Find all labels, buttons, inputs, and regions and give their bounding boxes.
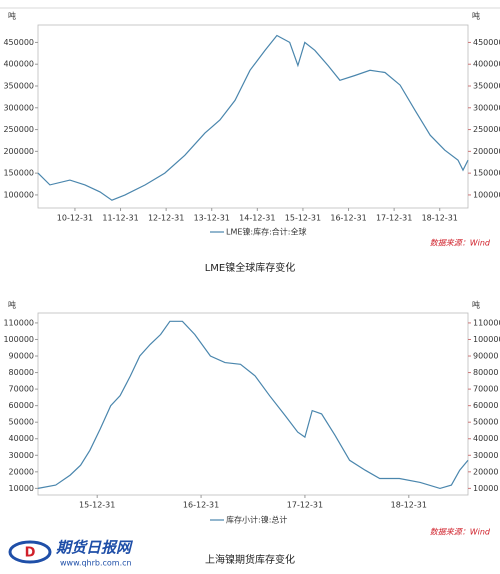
source-note: 数据来源：Wind	[430, 528, 491, 537]
y2-tick-label: 150000	[473, 169, 500, 178]
y2-tick-label: 300000	[473, 103, 500, 112]
legend-label: LME镍:库存:合计:全球	[226, 227, 307, 237]
unit-right: 吨	[472, 11, 480, 21]
legend-label: 库存小计:镍:总计	[226, 515, 287, 525]
logo-ring	[8, 540, 52, 564]
y2-tick-label: 110000	[473, 318, 500, 327]
y2-tick-label: 250000	[473, 125, 500, 134]
y-tick-label: 100000	[3, 335, 34, 344]
x-tick-label: 15-12-31	[285, 214, 321, 223]
source-note: 数据来源：Wind	[430, 239, 491, 248]
y2-tick-label: 450000	[473, 38, 500, 47]
y2-tick-label: 70000	[473, 385, 498, 394]
y2-tick-label: 350000	[473, 82, 500, 91]
y-tick-label: 20000	[9, 467, 34, 476]
logo-name: 期货日报网	[55, 539, 134, 557]
y2-tick-label: 100000	[473, 190, 500, 199]
y2-tick-label: 90000	[473, 352, 498, 361]
plot-frame	[37, 24, 469, 209]
y2-tick-label: 60000	[473, 401, 498, 410]
y2-tick-label: 10000	[473, 484, 498, 493]
logo-mark: D	[25, 546, 36, 561]
y-tick-label: 110000	[3, 318, 34, 327]
x-tick-label: 16-12-31	[330, 214, 366, 223]
y2-tick-label: 20000	[473, 467, 498, 476]
y-tick-label: 200000	[3, 147, 34, 156]
y-tick-label: 90000	[9, 352, 34, 361]
x-tick-label: 14-12-31	[239, 214, 275, 223]
y2-tick-label: 80000	[473, 368, 498, 377]
y-tick-label: 100000	[3, 190, 34, 199]
x-tick-label: 17-12-31	[376, 214, 412, 223]
unit-right: 吨	[472, 300, 480, 310]
y2-tick-label: 200000	[473, 147, 500, 156]
x-tick-label: 13-12-31	[194, 214, 230, 223]
y-tick-label: 80000	[9, 368, 34, 377]
y2-tick-label: 50000	[473, 418, 498, 427]
x-tick-label: 15-12-31	[79, 501, 115, 510]
x-tick-label: 10-12-31	[57, 214, 93, 223]
data-line	[37, 320, 469, 490]
plot-frame	[37, 312, 469, 496]
x-tick-label: 17-12-31	[287, 501, 323, 510]
y-tick-label: 350000	[3, 82, 34, 91]
y2-tick-label: 100000	[473, 335, 500, 344]
x-tick-label: 12-12-31	[148, 214, 184, 223]
x-tick-label: 18-12-31	[391, 501, 427, 510]
chart-caption: 上海镍期货库存变化	[205, 553, 295, 566]
y2-tick-label: 30000	[473, 451, 498, 460]
y-tick-label: 450000	[3, 38, 34, 47]
y-tick-label: 300000	[3, 103, 34, 112]
unit-left: 吨	[8, 300, 16, 310]
y2-tick-label: 400000	[473, 60, 500, 69]
logo-url: www.qhrb.com.cn	[60, 559, 132, 568]
y-tick-label: 50000	[9, 418, 34, 427]
y-tick-label: 150000	[3, 169, 34, 178]
y-tick-label: 70000	[9, 385, 34, 394]
unit-left: 吨	[8, 11, 16, 21]
x-tick-label: 18-12-31	[422, 214, 458, 223]
y-tick-label: 250000	[3, 125, 34, 134]
y-tick-label: 60000	[9, 401, 34, 410]
logo: D 期货日报网 www.qhrb.com.cn	[8, 539, 134, 568]
chart-caption: LME镍全球库存变化	[205, 261, 296, 274]
data-line	[37, 34, 469, 201]
x-tick-label: 16-12-31	[183, 501, 219, 510]
y-tick-label: 10000	[9, 484, 34, 493]
y-tick-label: 400000	[3, 60, 34, 69]
x-tick-label: 11-12-31	[102, 214, 138, 223]
y-tick-label: 30000	[9, 451, 34, 460]
y-tick-label: 40000	[9, 434, 34, 443]
y2-tick-label: 40000	[473, 434, 498, 443]
